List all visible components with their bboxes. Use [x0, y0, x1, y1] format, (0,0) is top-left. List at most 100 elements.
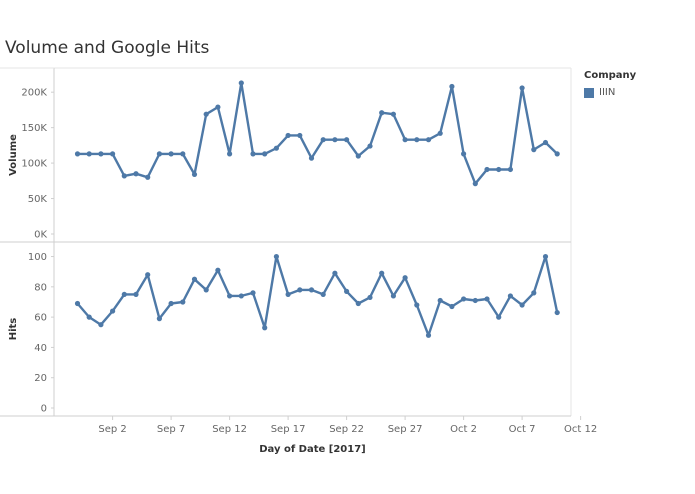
data-point [215, 104, 221, 110]
data-point [507, 293, 513, 299]
data-point [133, 171, 139, 177]
y-tick-label: 20 [34, 373, 47, 384]
chart-frame [0, 67, 572, 417]
data-point [145, 174, 151, 180]
data-point [496, 314, 502, 320]
data-point [449, 83, 455, 90]
data-point [320, 137, 326, 143]
x-tick-label: Sep 22 [329, 424, 364, 435]
data-point [367, 294, 373, 301]
data-point [507, 166, 513, 173]
data-point [203, 287, 209, 293]
data-point [531, 290, 537, 296]
data-point [308, 155, 315, 161]
data-point [74, 151, 81, 157]
y-tick-label: 0K [34, 230, 47, 241]
data-point [227, 151, 233, 157]
data-point [425, 137, 432, 143]
x-tick-label: Sep 2 [98, 424, 126, 435]
data-point [472, 297, 478, 304]
data-point [425, 332, 432, 338]
data-point [250, 151, 256, 157]
chart-labels: 0K 50K 100K 150K 200K Volume 0 20 40 60 80 100 Hits S… [8, 88, 597, 455]
data-point [461, 151, 467, 157]
data-point [461, 296, 467, 302]
data-point [86, 314, 92, 320]
data-point [273, 145, 279, 151]
legend: Company IIIN [584, 70, 636, 98]
series-line-hits [76, 255, 559, 337]
data-point [484, 166, 490, 173]
y-tick-label: 60 [34, 313, 47, 324]
x-tick-label: Oct 12 [564, 424, 597, 435]
x-axis-title: Day of Date [2017] [259, 444, 366, 455]
y-tick-label: 100 [28, 252, 47, 263]
data-point [133, 291, 139, 298]
data-point [344, 137, 350, 143]
data-point [355, 153, 361, 159]
data-point [191, 276, 198, 282]
chart-title: Volume and Google Hits [5, 38, 210, 58]
data-point [308, 287, 315, 293]
x-tick-label: Sep 27 [388, 424, 423, 435]
data-point [86, 151, 92, 157]
data-point [390, 293, 396, 299]
data-point [437, 130, 443, 136]
gridlines [51, 91, 582, 420]
data-point [250, 290, 256, 296]
data-point [344, 288, 350, 294]
data-point [98, 151, 104, 157]
data-point [379, 110, 385, 116]
data-point [355, 300, 361, 307]
data-point [180, 299, 186, 305]
legend-swatch [584, 87, 594, 98]
data-point [180, 151, 186, 157]
data-point [110, 151, 116, 157]
data-point [262, 151, 268, 157]
data-point [554, 151, 560, 157]
x-tick-label: Sep 17 [271, 424, 306, 435]
data-point [472, 181, 478, 187]
data-point [496, 166, 502, 173]
x-tick-label: Sep 7 [157, 424, 185, 435]
data-point [484, 296, 490, 302]
data-point [110, 308, 116, 314]
y-tick-label: 100K [21, 159, 47, 170]
data-point [238, 293, 244, 299]
data-point [121, 173, 127, 179]
data-point [414, 137, 420, 143]
data-point [273, 253, 279, 260]
y-axis-title: Volume [8, 134, 19, 176]
data-point [379, 270, 385, 276]
x-tick-label: Sep 12 [212, 424, 247, 435]
data-point [285, 132, 291, 139]
data-point [449, 303, 455, 310]
x-tick-label: Oct 2 [450, 424, 477, 435]
data-point [402, 275, 408, 281]
y-axis-title: Hits [8, 318, 19, 341]
data-point [238, 80, 244, 86]
y-tick-label: 200K [21, 88, 47, 99]
data-point [519, 302, 525, 308]
chart-marks [74, 80, 560, 338]
data-point [402, 137, 408, 143]
data-point [285, 291, 291, 298]
data-point [542, 253, 549, 260]
data-point [437, 297, 443, 304]
data-point [145, 272, 151, 278]
legend-label: IIIN [599, 87, 616, 98]
x-tick-label: Oct 7 [509, 424, 536, 435]
data-point [297, 287, 303, 293]
data-point [156, 316, 162, 322]
data-point [414, 302, 420, 308]
data-point [168, 300, 174, 307]
y-tick-label: 0 [41, 404, 47, 415]
data-point [168, 151, 174, 157]
data-point [121, 291, 127, 298]
data-point [531, 147, 537, 153]
legend-item-iiin[interactable]: IIIN [584, 87, 636, 98]
data-point [74, 300, 81, 307]
y-tick-label: 80 [34, 282, 47, 293]
data-point [156, 151, 162, 157]
data-point [332, 137, 338, 143]
